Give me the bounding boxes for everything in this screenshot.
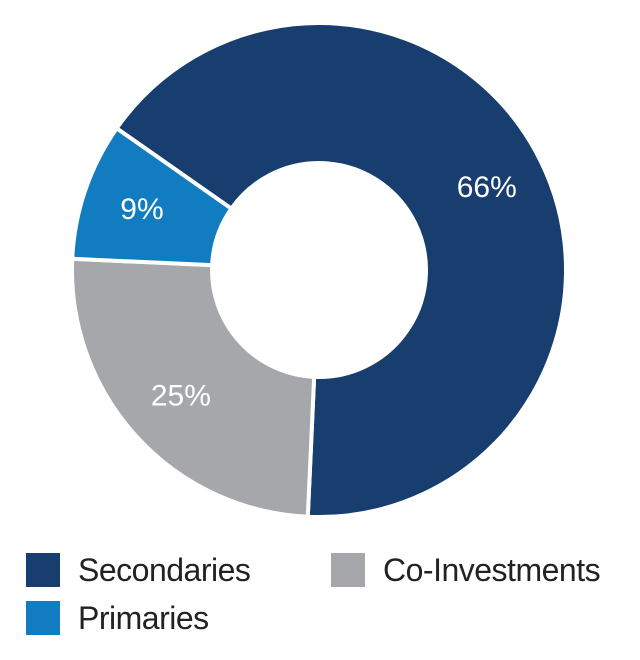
legend-label-secondaries: Secondaries [78, 551, 251, 588]
chart-legend: Secondaries Co-Investments Primaries [26, 548, 626, 648]
slice-labels: 66% 25% 9% [120, 171, 517, 413]
legend-item-co-investments: Co-Investments [331, 548, 601, 592]
legend-swatch-primaries [26, 601, 60, 635]
legend-label-co-investments: Co-Investments [383, 551, 601, 588]
legend-item-primaries: Primaries [26, 596, 209, 640]
donut-slices [70, 21, 568, 519]
legend-swatch-secondaries [26, 553, 60, 587]
slice-label-secondaries: 66% [457, 171, 517, 204]
slice-label-co-investments: 25% [151, 380, 211, 413]
slice-primaries [70, 126, 234, 268]
legend-swatch-co-investments [331, 553, 365, 587]
slice-secondaries [114, 21, 568, 519]
legend-label-primaries: Primaries [78, 599, 209, 636]
slice-label-primaries: 9% [120, 193, 163, 226]
donut-chart: 66% 25% 9% [70, 21, 568, 519]
slice-co-investments [70, 256, 317, 519]
legend-item-secondaries: Secondaries [26, 548, 251, 592]
